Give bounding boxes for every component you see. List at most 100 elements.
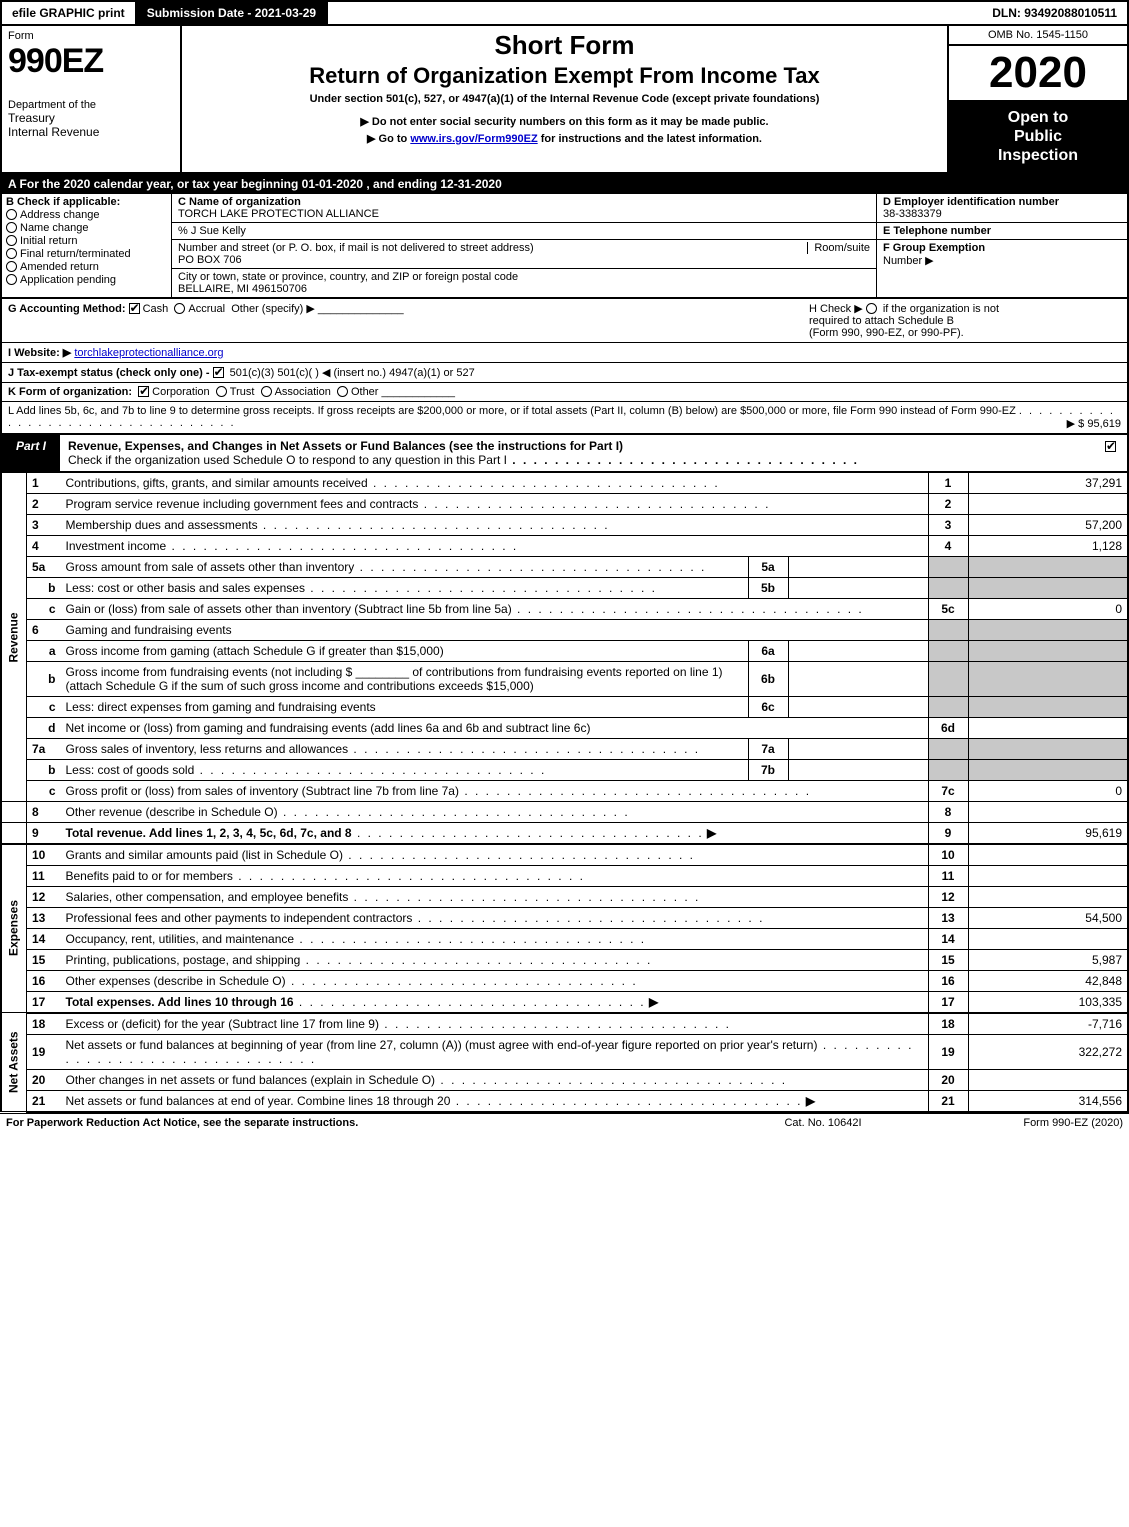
k-trust-chk[interactable] xyxy=(216,386,227,397)
k-other-chk[interactable] xyxy=(337,386,348,397)
h-line3: (Form 990, 990-EZ, or 990-PF). xyxy=(809,327,964,339)
part1-schedule-o-chk[interactable] xyxy=(1097,435,1127,471)
l7a-desc: Gross sales of inventory, less returns a… xyxy=(66,742,349,756)
l7b-grey xyxy=(928,759,968,780)
l6c-sub: 6c xyxy=(748,696,788,717)
line-7b: b Less: cost of goods sold 7b xyxy=(1,759,1128,780)
chk-name-change[interactable]: Name change xyxy=(6,222,167,234)
l12-no: 12 xyxy=(27,886,61,907)
l6a-no: a xyxy=(27,640,61,661)
city-cell: City or town, state or province, country… xyxy=(172,269,876,297)
subtitle-goto: ▶ Go to www.irs.gov/Form990EZ for instru… xyxy=(190,132,939,145)
line-16: 16 Other expenses (describe in Schedule … xyxy=(1,970,1128,991)
l13-amt: 54,500 xyxy=(968,907,1128,928)
website-link[interactable]: torchlakeprotectionalliance.org xyxy=(74,347,223,359)
h-pre: H Check ▶ xyxy=(809,303,866,315)
section-l: L Add lines 5b, 6c, and 7b to line 9 to … xyxy=(2,402,1127,433)
l6a-grey xyxy=(928,640,968,661)
l13-desc: Professional fees and other payments to … xyxy=(66,911,413,925)
l20-amt xyxy=(968,1069,1128,1090)
section-g: G Accounting Method: Cash Accrual Other … xyxy=(8,302,801,339)
l7b-sub: 7b xyxy=(748,759,788,780)
h-checkbox[interactable] xyxy=(866,303,877,314)
l17-no: 17 xyxy=(27,991,61,1013)
l6b-grey xyxy=(928,661,968,696)
l21-desc: Net assets or fund balances at end of ye… xyxy=(66,1094,451,1108)
k-corp: Corporation xyxy=(152,386,209,398)
l2-no: 2 xyxy=(27,493,61,514)
g-accrual-chk[interactable] xyxy=(174,303,185,314)
goto-post: for instructions and the latest informat… xyxy=(538,133,762,145)
part1-title: Revenue, Expenses, and Changes in Net As… xyxy=(60,435,1097,471)
l20-desc: Other changes in net assets or fund bala… xyxy=(66,1073,436,1087)
g-cash-chk[interactable] xyxy=(129,303,140,314)
section-e: E Telephone number xyxy=(877,223,1127,240)
k-corp-chk[interactable] xyxy=(138,386,149,397)
chk-final-return[interactable]: Final return/terminated xyxy=(6,248,167,260)
sidelabel-revenue: Revenue xyxy=(1,473,27,802)
l5a-grey xyxy=(928,556,968,577)
l-amount: ▶ $ 95,619 xyxy=(1067,417,1121,430)
l7a-sub: 7a xyxy=(748,738,788,759)
chk-initial-return[interactable]: Initial return xyxy=(6,235,167,247)
l18-no: 18 xyxy=(27,1013,61,1035)
l8-num: 8 xyxy=(928,801,968,822)
l10-desc: Grants and similar amounts paid (list in… xyxy=(66,848,343,862)
l15-num: 15 xyxy=(928,949,968,970)
line-6d: d Net income or (loss) from gaming and f… xyxy=(1,717,1128,738)
efile-print-button[interactable]: efile GRAPHIC print xyxy=(2,2,137,24)
l5b-no: b xyxy=(27,577,61,598)
l6-grey xyxy=(928,619,968,640)
l5b-sub: 5b xyxy=(748,577,788,598)
irs-link[interactable]: www.irs.gov/Form990EZ xyxy=(410,133,537,145)
l6d-num: 6d xyxy=(928,717,968,738)
header-left: Form 990EZ Department of the Treasury In… xyxy=(2,26,182,172)
section-b-title: B Check if applicable: xyxy=(6,196,167,208)
l5c-num: 5c xyxy=(928,598,968,619)
l6d-no: d xyxy=(27,717,61,738)
l18-amt: -7,716 xyxy=(968,1013,1128,1035)
l5a-sub: 5a xyxy=(748,556,788,577)
l3-num: 3 xyxy=(928,514,968,535)
j-opts: 501(c)(3) 501(c)( ) ◀ (insert no.) 4947(… xyxy=(230,367,475,379)
j-501c3-chk[interactable] xyxy=(213,367,224,378)
form-number: 990EZ xyxy=(8,42,174,81)
line-12: 12 Salaries, other compensation, and emp… xyxy=(1,886,1128,907)
chk-application-pending[interactable]: Application pending xyxy=(6,274,167,286)
l6a-greyamt xyxy=(968,640,1128,661)
l12-num: 12 xyxy=(928,886,968,907)
part1-header: Part I Revenue, Expenses, and Changes in… xyxy=(0,434,1129,473)
line-3: 3 Membership dues and assessments 3 57,2… xyxy=(1,514,1128,535)
section-f: F Group Exemption Number ▶ xyxy=(877,240,1127,269)
sidelabel-netassets: Net Assets xyxy=(1,1013,27,1112)
line-4: 4 Investment income 4 1,128 xyxy=(1,535,1128,556)
l6b-subamt xyxy=(788,661,928,696)
l7a-no: 7a xyxy=(27,738,61,759)
line-6a: a Gross income from gaming (attach Sched… xyxy=(1,640,1128,661)
l11-num: 11 xyxy=(928,865,968,886)
chk-address-change[interactable]: Address change xyxy=(6,209,167,221)
l6d-amt xyxy=(968,717,1128,738)
l3-desc: Membership dues and assessments xyxy=(66,518,258,532)
group-exemption-label: F Group Exemption xyxy=(883,242,985,254)
street-value: PO BOX 706 xyxy=(178,254,870,266)
line-10: Expenses 10 Grants and similar amounts p… xyxy=(1,844,1128,866)
line-9: 9 Total revenue. Add lines 1, 2, 3, 4, 5… xyxy=(1,822,1128,844)
k-label: K Form of organization: xyxy=(8,386,132,398)
title-return: Return of Organization Exempt From Incom… xyxy=(190,63,939,89)
k-assoc-chk[interactable] xyxy=(261,386,272,397)
l6-desc: Gaming and fundraising events xyxy=(61,619,929,640)
l6c-no: c xyxy=(27,696,61,717)
ein-label: D Employer identification number xyxy=(883,196,1121,208)
l6c-desc: Less: direct expenses from gaming and fu… xyxy=(61,696,749,717)
l4-desc: Investment income xyxy=(66,539,167,553)
l6a-desc: Gross income from gaming (attach Schedul… xyxy=(61,640,749,661)
footer-left: For Paperwork Reduction Act Notice, see … xyxy=(6,1117,723,1129)
chk-amended-return[interactable]: Amended return xyxy=(6,261,167,273)
inspect-1: Open to xyxy=(953,108,1123,127)
l6c-greyamt xyxy=(968,696,1128,717)
l7b-no: b xyxy=(27,759,61,780)
footer-right: Form 990-EZ (2020) xyxy=(923,1117,1123,1129)
form-word: Form xyxy=(8,30,174,42)
line-8: 8 Other revenue (describe in Schedule O)… xyxy=(1,801,1128,822)
